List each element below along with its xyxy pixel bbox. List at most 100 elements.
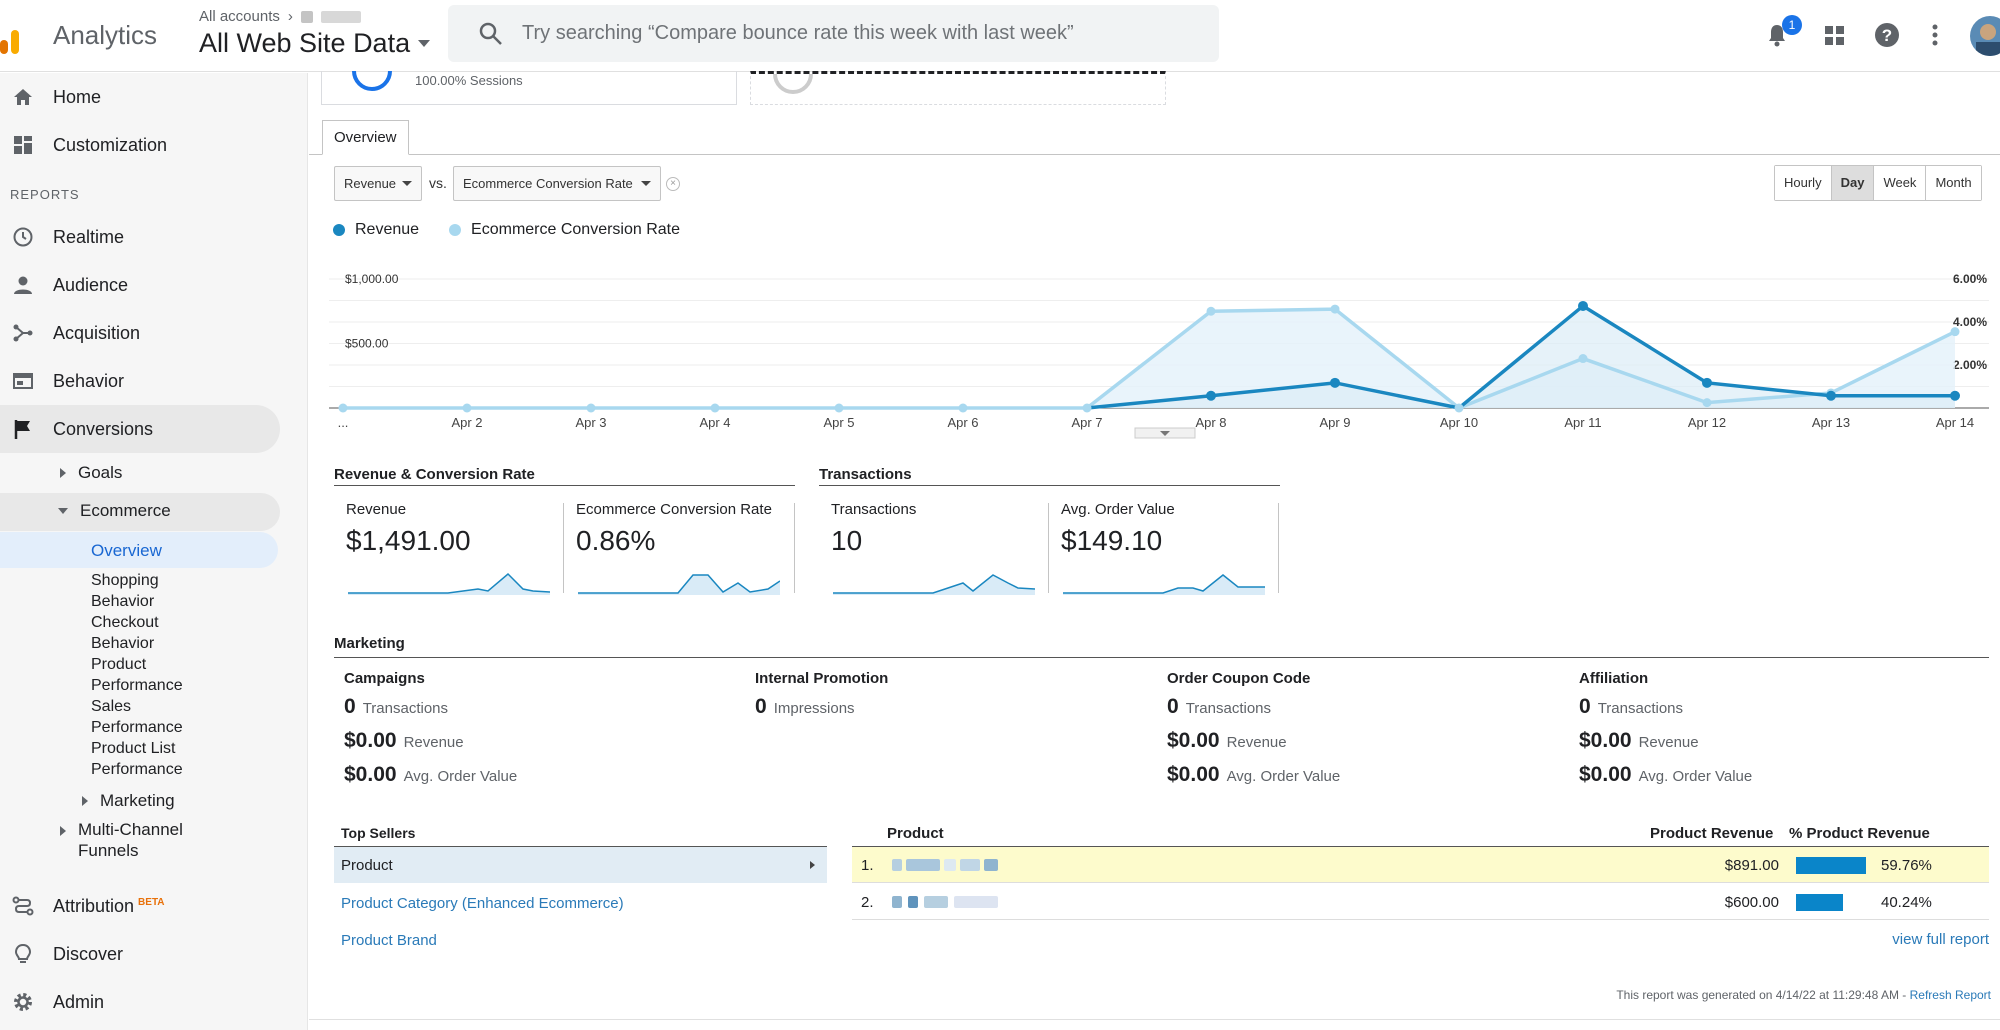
row-number: 1.: [861, 857, 874, 874]
metric-conversion-rate[interactable]: Ecommerce Conversion Rate 0.86%: [564, 501, 794, 619]
app-name: Analytics: [53, 20, 158, 50]
x-tick-label: Apr 8: [1195, 415, 1226, 430]
view-full-report-link[interactable]: view full report: [1892, 931, 1989, 948]
top-sellers-product-brand[interactable]: Product Brand: [341, 931, 437, 949]
search-icon: [478, 21, 504, 47]
marketing-col-head: Affiliation: [1579, 670, 1649, 687]
redacted-product-name[interactable]: [892, 859, 998, 871]
marketing-value: 0: [1167, 695, 1179, 718]
marketing-affiliation: Affiliation 0 Transactions $0.00 Revenue $…: [1579, 670, 1959, 797]
refresh-report-link[interactable]: Refresh Report: [1909, 988, 1991, 1002]
conversion-point: [586, 403, 596, 413]
clear-comparison-icon[interactable]: ×: [666, 177, 680, 191]
chart-legend: Revenue Ecommerce Conversion Rate: [333, 221, 680, 239]
metric-value: $149.10: [1061, 525, 1163, 556]
metric1-value: Revenue: [344, 176, 397, 191]
conversion-point: [462, 403, 472, 413]
sidebar-item-audience[interactable]: Audience: [0, 261, 280, 309]
sidebar-item-sales-performance[interactable]: Sales Performance: [91, 698, 183, 736]
sidebar-item-acquisition[interactable]: Acquisition: [0, 309, 280, 357]
sidebar-item-behavior[interactable]: Behavior: [0, 357, 280, 405]
segment-circle-icon: [352, 71, 392, 91]
sidebar-item-marketing[interactable]: Marketing: [82, 791, 175, 811]
sidebar-item-home[interactable]: Home: [0, 73, 280, 121]
marketing-label: Avg. Order Value: [1226, 768, 1341, 785]
session-segment-card: 100.00% Sessions: [321, 71, 737, 105]
redacted-product-name[interactable]: [892, 896, 998, 908]
marketing-label: Transactions: [1597, 700, 1683, 717]
metric2-select[interactable]: Ecommerce Conversion Rate: [453, 166, 661, 201]
row-number: 2.: [861, 894, 874, 911]
conversion-point: [1206, 306, 1216, 316]
row-revenue: $891.00: [1724, 857, 1779, 874]
sidebar-item-admin[interactable]: Admin: [0, 978, 280, 1026]
search-bar[interactable]: [448, 5, 1219, 62]
week-button[interactable]: Week: [1874, 166, 1927, 200]
more-vert-icon[interactable]: [1920, 20, 1950, 50]
footer-divider: [309, 1019, 2000, 1020]
x-tick-label: Apr 10: [1440, 415, 1478, 430]
hourly-button[interactable]: Hourly: [1775, 166, 1832, 200]
tab-overview[interactable]: Overview: [322, 120, 409, 155]
table-header-divider: [852, 846, 1989, 847]
gear-icon: [12, 991, 34, 1013]
row-pct-bar: [1796, 857, 1866, 874]
behavior-icon: [12, 370, 34, 392]
help-icon[interactable]: ?: [1872, 20, 1902, 50]
month-button[interactable]: Month: [1926, 166, 1981, 200]
add-segment-card[interactable]: [750, 71, 1166, 105]
sidebar-item-product-performance[interactable]: Product Performance: [91, 656, 183, 694]
property-selector[interactable]: All Web Site Data: [199, 28, 431, 59]
table-row[interactable]: 1. $891.00 59.76%: [852, 847, 1989, 883]
table-row[interactable]: 2. $600.00 40.24%: [852, 884, 1989, 920]
conversion-point: [1578, 354, 1588, 364]
sidebar-item-realtime[interactable]: Realtime: [0, 213, 280, 261]
metric-divider: [794, 503, 795, 593]
sidebar-item-multi-channel-funnels[interactable]: Multi-Channel Funnels: [60, 819, 208, 861]
legend-conversion-swatch: [449, 224, 462, 236]
metric1-select[interactable]: Revenue: [334, 166, 422, 201]
vs-label: vs.: [429, 175, 447, 191]
transactions-section-title: Transactions: [819, 466, 912, 483]
metric-revenue[interactable]: Revenue $1,491.00: [334, 501, 564, 619]
chevron-down-icon: [641, 181, 651, 186]
col-product-header[interactable]: Product: [887, 825, 944, 842]
analytics-logo-icon[interactable]: [0, 18, 32, 54]
marketing-value: 0: [755, 695, 767, 718]
top-sellers-product[interactable]: Product: [334, 847, 827, 883]
metric-transactions[interactable]: Transactions 10: [819, 501, 1049, 619]
x-tick-label: Apr 7: [1071, 415, 1102, 430]
crumb-root[interactable]: All accounts: [199, 8, 280, 25]
x-tick-label: Apr 6: [947, 415, 978, 430]
col-revenue-header[interactable]: Product Revenue: [1650, 825, 1774, 842]
revenue-point: [1578, 300, 1588, 311]
y-right-tick-label: 2.00%: [1953, 358, 1987, 372]
sidebar-item-conversions[interactable]: Conversions: [0, 405, 280, 453]
account-breadcrumb[interactable]: All accounts ›: [199, 8, 361, 25]
notifications-bell-icon[interactable]: [1762, 20, 1792, 50]
sidebar-item-shopping-behavior[interactable]: Shopping Behavior: [91, 572, 159, 610]
legend-conversion-label[interactable]: Ecommerce Conversion Rate: [471, 221, 681, 238]
apps-grid-icon[interactable]: [1820, 20, 1850, 50]
marketing-label: Avg. Order Value: [403, 768, 518, 785]
metric-avg-order-value[interactable]: Avg. Order Value $149.10: [1049, 501, 1279, 619]
sidebar-item-customization[interactable]: Customization: [0, 121, 280, 169]
sidebar-item-product-list-performance[interactable]: Product List Performance: [91, 740, 183, 778]
sidebar-item-checkout-behavior[interactable]: Checkout Behavior: [91, 614, 159, 652]
search-input[interactable]: [522, 22, 1162, 45]
user-avatar[interactable]: [1970, 16, 2000, 56]
acquisition-icon: [12, 322, 34, 344]
sidebar-item-overview[interactable]: Overview: [91, 541, 162, 560]
col-pct-header[interactable]: % Product Revenue: [1789, 825, 1930, 842]
row-pct: 40.24%: [1881, 894, 1932, 911]
conversion-point: [1702, 398, 1712, 408]
sidebar-item-goals[interactable]: Goals: [60, 463, 122, 483]
legend-revenue-label[interactable]: Revenue: [355, 221, 420, 238]
chevron-right-icon: ›: [287, 8, 293, 25]
clock-icon: [12, 226, 34, 248]
sidebar-item-ecommerce[interactable]: Ecommerce: [58, 501, 171, 521]
sidebar-item-attribution[interactable]: Attribution BETA: [0, 882, 280, 930]
sidebar-item-discover[interactable]: Discover: [0, 930, 280, 978]
top-sellers-product-category[interactable]: Product Category (Enhanced Ecommerce): [341, 894, 624, 912]
day-button[interactable]: Day: [1831, 166, 1875, 200]
